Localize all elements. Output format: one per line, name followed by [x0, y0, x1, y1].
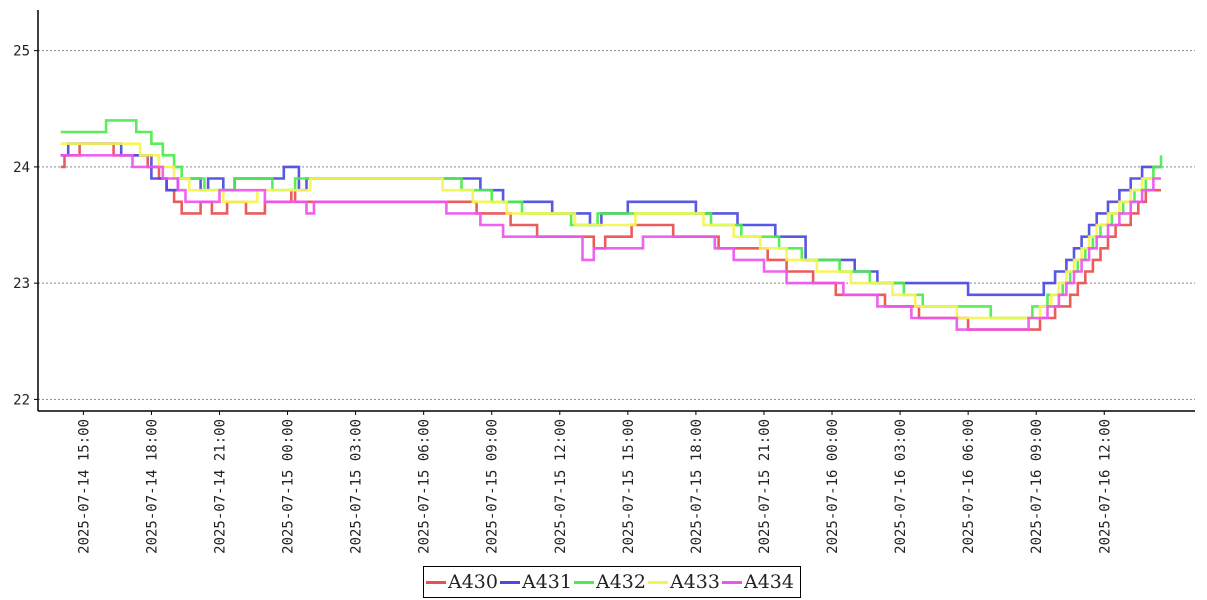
x-tick-label: 2025-07-15 00:00 — [281, 419, 297, 554]
legend-item-a432: A432 — [574, 571, 646, 593]
series-line-a431 — [60, 142, 1161, 297]
x-tick-label: 2025-07-15 15:00 — [621, 419, 637, 554]
y-tick-labels: 22 23 24 25 — [13, 44, 38, 408]
series-lines — [60, 119, 1163, 331]
y-tick-label: 23 — [13, 276, 30, 292]
x-tick-label: 2025-07-14 15:00 — [76, 419, 92, 554]
legend-swatch — [648, 580, 668, 584]
x-tick-label: 2025-07-14 21:00 — [212, 419, 228, 554]
y-gridlines — [38, 50, 1195, 400]
x-tick-label: 2025-07-16 03:00 — [893, 419, 909, 554]
x-tick-label: 2025-07-16 12:00 — [1097, 419, 1113, 554]
legend-label: A433 — [670, 571, 720, 593]
legend-swatch — [574, 580, 594, 584]
x-tick-labels: 2025-07-14 15:00 2025-07-14 18:00 2025-07-… — [76, 411, 1113, 554]
legend-label: A430 — [448, 571, 498, 593]
legend: A430 A431 A432 A433 A434 — [423, 566, 801, 598]
legend-item-a431: A431 — [500, 571, 572, 593]
series-line-a432 — [60, 119, 1163, 320]
x-tick-label: 2025-07-15 21:00 — [757, 419, 773, 554]
x-tick-label: 2025-07-14 18:00 — [144, 419, 160, 554]
legend-item-a434: A434 — [722, 571, 794, 593]
legend-swatch — [500, 580, 520, 584]
y-tick-label: 24 — [13, 160, 30, 176]
x-tick-label: 2025-07-15 03:00 — [349, 419, 365, 554]
y-tick-label: 25 — [13, 44, 30, 60]
legend-label: A432 — [596, 571, 646, 593]
legend-label: A431 — [522, 571, 572, 593]
x-tick-label: 2025-07-16 00:00 — [825, 419, 841, 554]
legend-swatch — [426, 580, 446, 584]
legend-item-a433: A433 — [648, 571, 720, 593]
legend-item-a430: A430 — [426, 571, 498, 593]
x-tick-label: 2025-07-16 06:00 — [961, 419, 977, 554]
x-tick-label: 2025-07-15 18:00 — [689, 419, 705, 554]
series-line-a433 — [60, 142, 1161, 320]
x-tick-label: 2025-07-15 06:00 — [417, 419, 433, 554]
legend-swatch — [722, 580, 742, 584]
legend-label: A434 — [744, 571, 794, 593]
axes — [37, 10, 1195, 412]
x-tick-label: 2025-07-15 09:00 — [485, 419, 501, 554]
x-tick-label: 2025-07-16 09:00 — [1029, 419, 1045, 554]
series-line-a434 — [60, 154, 1161, 331]
x-tick-label: 2025-07-15 12:00 — [553, 419, 569, 554]
y-tick-label: 22 — [13, 392, 30, 408]
series-line-a430 — [60, 142, 1161, 331]
